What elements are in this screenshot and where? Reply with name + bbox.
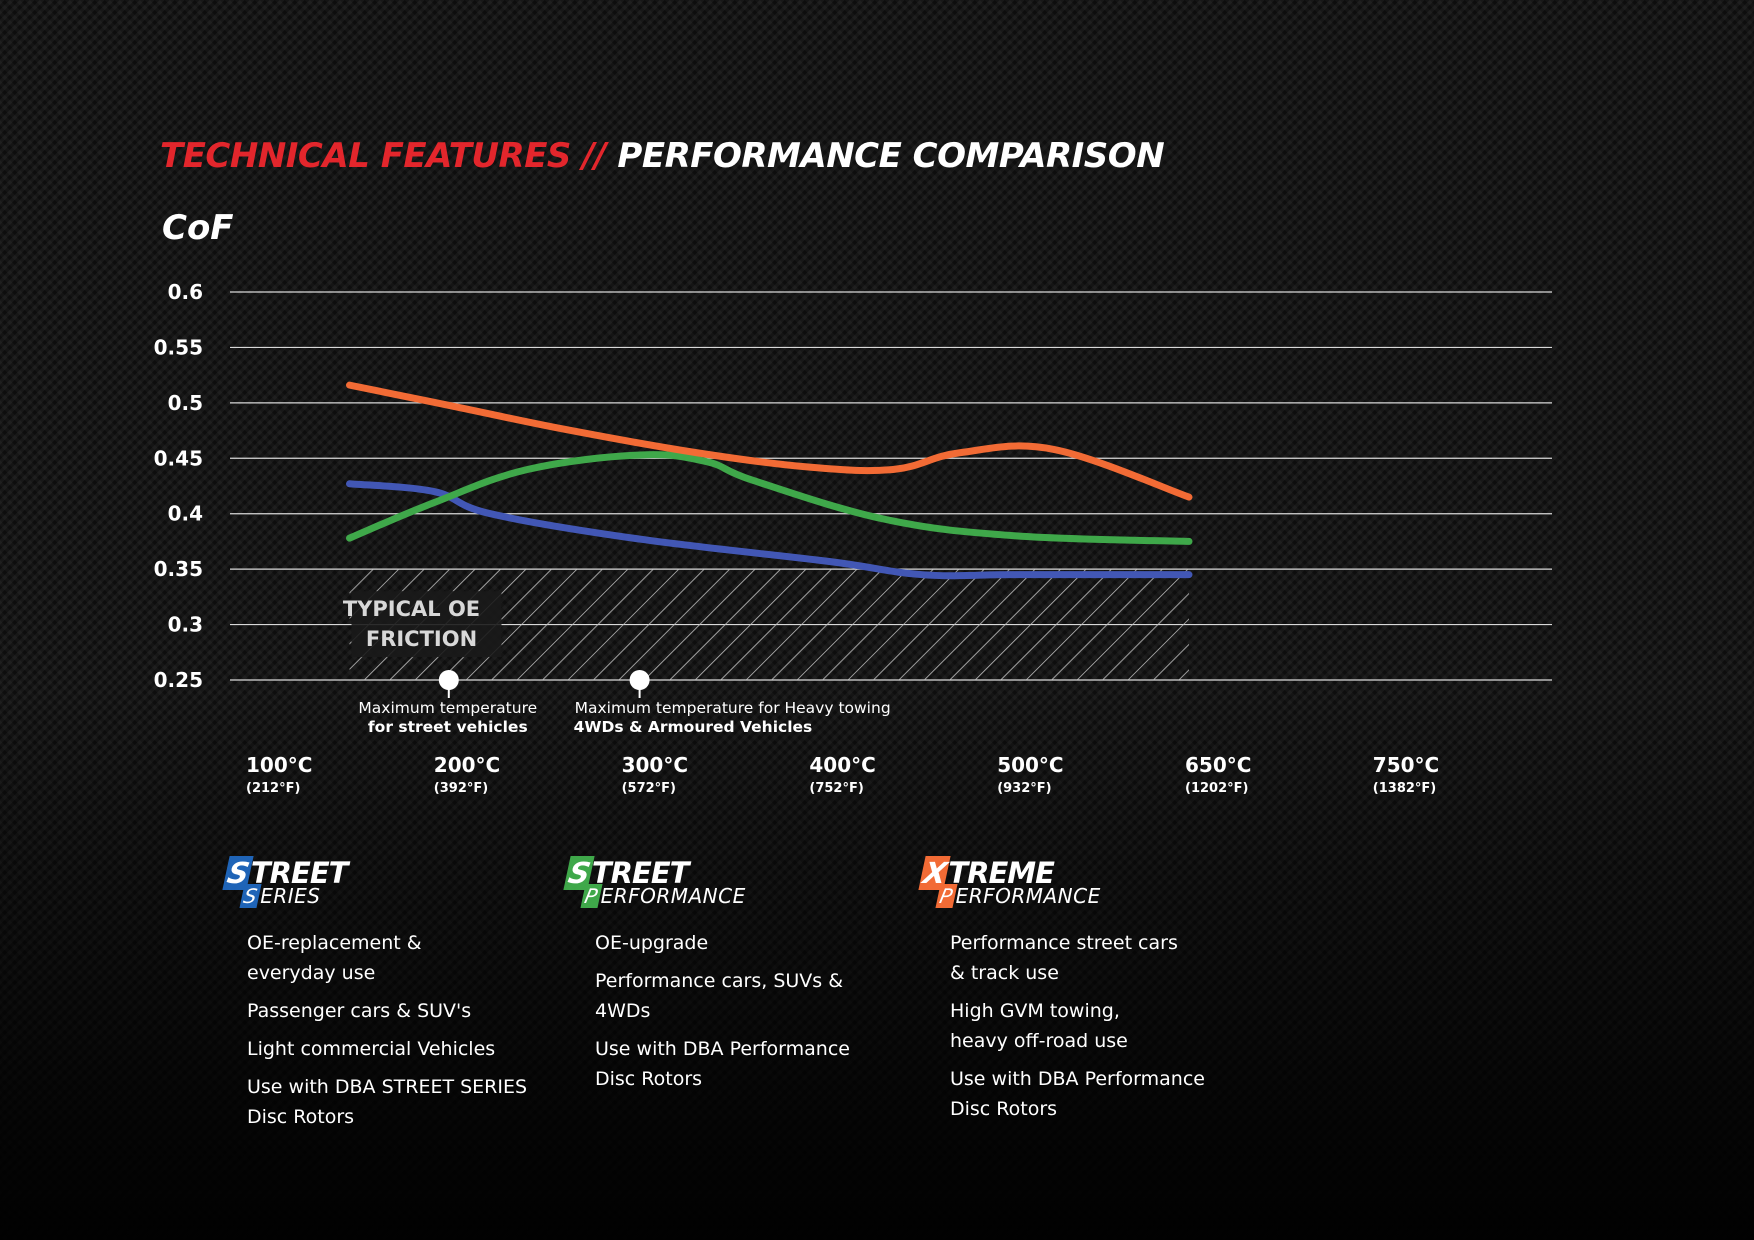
x-tick-fahrenheit: (572°F) [622, 781, 676, 796]
annotation-line2: 4WDs & Armoured Vehicles [574, 718, 813, 736]
y-tick-label: 0.4 [168, 502, 203, 526]
feature-item: OE-replacement & everyday use [247, 932, 422, 984]
series-line-street-series [346, 480, 1193, 580]
xtreme-performance-features: Performance street cars & track use High … [950, 928, 1250, 1132]
logo-top-text: TREME [948, 856, 1055, 890]
logo-bottom-text: ERFORMANCE [955, 884, 1101, 908]
x-tick-celsius: 500°C [997, 753, 1063, 777]
y-axis-title: CoF [162, 208, 234, 248]
y-tick-label: 0.45 [154, 446, 203, 470]
y-tick-label: 0.6 [168, 280, 203, 304]
x-tick-celsius: 100°C [246, 753, 312, 777]
feature-item: High GVM towing, heavy off-road use [950, 1000, 1128, 1052]
y-tick-label: 0.5 [168, 391, 203, 415]
feature-item: Performance cars, SUVs & 4WDs [595, 970, 844, 1022]
x-tick-celsius: 400°C [809, 753, 875, 777]
x-tick-fahrenheit: (1382°F) [1373, 781, 1436, 796]
y-tick-label: 0.25 [154, 668, 203, 692]
x-tick-celsius: 750°C [1373, 753, 1439, 777]
logo-top-text: TREET [591, 856, 690, 890]
y-tick-label: 0.3 [168, 613, 203, 637]
x-tick-fahrenheit: (392°F) [434, 781, 488, 796]
feature-item: Light commercial Vehicles [247, 1038, 496, 1060]
title-technical-features: TECHNICAL FEATURES // [160, 136, 607, 176]
logo-bottom-cap: S [239, 884, 262, 908]
x-tick-fahrenheit: (932°F) [997, 781, 1051, 796]
annotation-line2: for street vehicles [368, 718, 528, 736]
logo-bottom-cap: P [935, 884, 958, 908]
oe-label-backdrop [351, 591, 502, 658]
annotation-line1: Maximum temperature for Heavy towing [575, 699, 891, 717]
logo-bottom-text: ERIES [260, 884, 321, 908]
x-tick-celsius: 650°C [1185, 753, 1251, 777]
y-tick-labels: 0.6 0.55 0.5 0.45 0.4 0.35 0.3 0.25 [154, 280, 203, 692]
x-tick-labels: 100°C (212°F) 200°C (392°F) 300°C (572°F) 400°… [246, 753, 1439, 796]
logo-top-text: TREET [250, 856, 349, 890]
x-tick-fahrenheit: (1202°F) [1185, 781, 1248, 796]
oe-label-line1: TYPICAL OE [343, 597, 480, 621]
series-line-street-performance [346, 451, 1193, 545]
logo-bottom-text: ERFORMANCE [600, 884, 746, 908]
title-performance-comparison: PERFORMANCE COMPARISON [617, 136, 1165, 176]
feature-item: OE-upgrade [595, 932, 709, 954]
feature-item: Use with DBA Performance Disc Rotors [595, 1038, 850, 1090]
street-performance-features: OE-upgrade Performance cars, SUVs & 4WDs U… [595, 928, 895, 1102]
street-series-features: OE-replacement & everyday use Passenger c… [247, 928, 547, 1140]
feature-item: Use with DBA Performance Disc Rotors [950, 1068, 1205, 1120]
x-tick-fahrenheit: (212°F) [246, 781, 300, 796]
series-lines [346, 381, 1193, 580]
feature-item: Passenger cars & SUV's [247, 1000, 472, 1022]
oe-friction-band: TYPICAL OE FRICTION [343, 569, 1189, 680]
series-line-xtreme-performance [346, 381, 1193, 501]
logo-bottom-cap: P [580, 884, 603, 908]
feature-item: Performance street cars & track use [950, 932, 1178, 984]
oe-label-line2: FRICTION [366, 627, 477, 651]
annotation-line1: Maximum temperature [358, 699, 537, 717]
y-tick-label: 0.35 [154, 557, 203, 581]
page-title: TECHNICAL FEATURES // PERFORMANCE COMPAR… [160, 136, 1165, 176]
feature-item: Use with DBA STREET SERIES Disc Rotors [247, 1076, 528, 1128]
y-tick-label: 0.55 [154, 335, 203, 359]
x-tick-fahrenheit: (752°F) [809, 781, 863, 796]
x-tick-celsius: 300°C [622, 753, 688, 777]
x-tick-celsius: 200°C [434, 753, 500, 777]
